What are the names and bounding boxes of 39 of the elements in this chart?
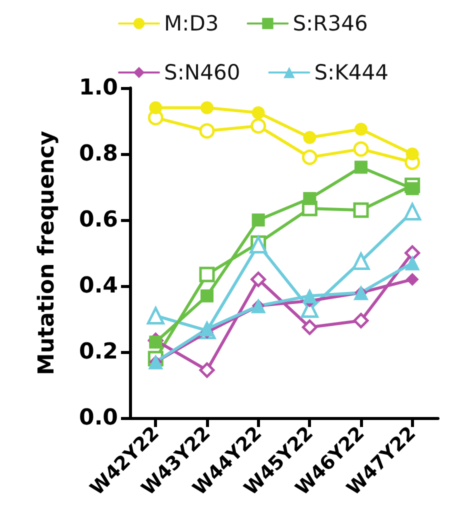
point bbox=[354, 160, 368, 174]
point bbox=[199, 266, 215, 282]
y-tick-label: 0.4 bbox=[79, 274, 118, 298]
point bbox=[404, 245, 420, 261]
point bbox=[406, 148, 419, 160]
point bbox=[252, 214, 265, 226]
point bbox=[353, 202, 369, 218]
point bbox=[200, 289, 214, 302]
point bbox=[199, 362, 215, 378]
point bbox=[404, 203, 422, 220]
point bbox=[250, 118, 266, 134]
point bbox=[406, 182, 419, 196]
point bbox=[199, 123, 215, 139]
legend-label: M:D3 bbox=[164, 12, 219, 36]
point bbox=[303, 192, 316, 206]
y-tick-label: 0.0 bbox=[79, 406, 118, 430]
point bbox=[303, 131, 316, 144]
legend-label: S:N460 bbox=[164, 60, 240, 84]
point bbox=[302, 320, 318, 335]
point bbox=[404, 255, 420, 270]
y-tick-label: 0.8 bbox=[79, 142, 118, 166]
point bbox=[149, 101, 162, 114]
legend-label: S:R346 bbox=[292, 12, 368, 36]
y-tick-label: 0.6 bbox=[79, 208, 118, 232]
point bbox=[252, 106, 265, 120]
point bbox=[354, 122, 368, 136]
point bbox=[353, 141, 369, 157]
y-tick-label: 1.0 bbox=[79, 76, 118, 100]
y-axis-title: Mutation frequency bbox=[34, 130, 60, 376]
point bbox=[406, 272, 419, 286]
point bbox=[146, 306, 164, 324]
point bbox=[302, 150, 318, 166]
point bbox=[302, 288, 318, 304]
y-tick-label: 0.2 bbox=[79, 340, 118, 364]
point bbox=[352, 252, 370, 270]
point bbox=[250, 272, 266, 288]
point bbox=[353, 312, 369, 328]
point bbox=[200, 101, 214, 114]
legend-label: S:K444 bbox=[314, 60, 388, 84]
